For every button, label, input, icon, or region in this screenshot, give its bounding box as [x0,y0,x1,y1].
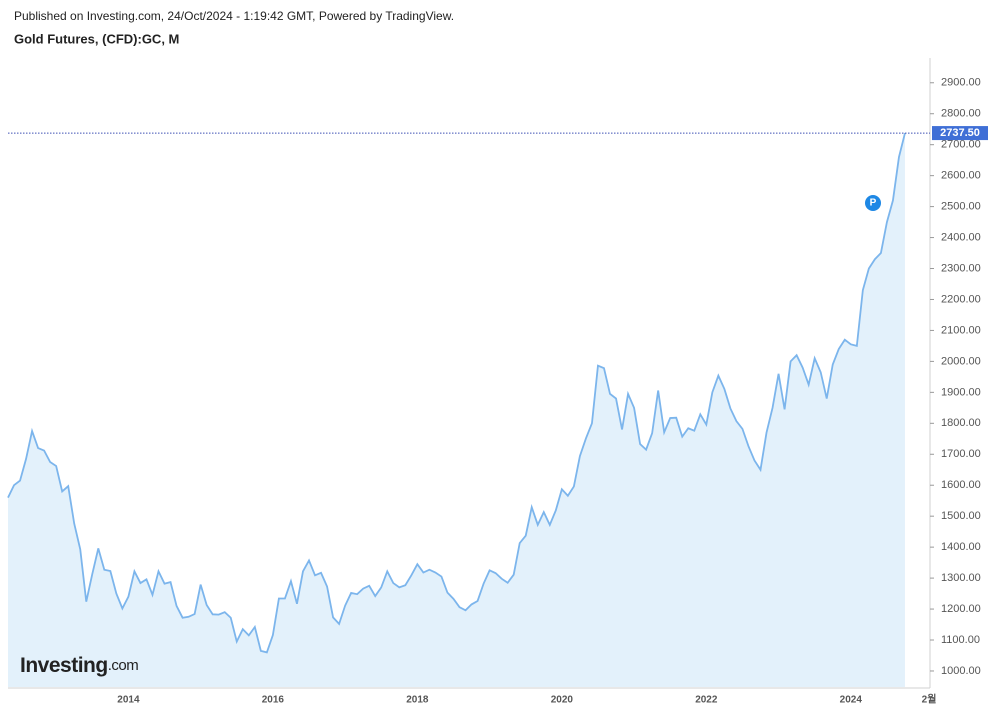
logo: Investing.com [20,654,138,677]
y-tick-label: 2800.00 [941,108,981,120]
y-tick-label: 2600.00 [941,170,981,182]
y-tick-label: 2200.00 [941,293,981,305]
y-tick-label: 1000.00 [941,665,981,677]
y-tick-label: 1100.00 [941,634,980,646]
y-tick-label: 2900.00 [941,77,981,89]
logo-suffix: .com [108,657,139,674]
y-tick-label: 1300.00 [941,572,981,584]
y-tick-label: 1700.00 [941,448,981,460]
last-value-tag [932,126,988,141]
x-tick-label: 2016 [262,695,285,706]
y-tick-label: 2700.00 [941,139,981,151]
event-icon [865,195,881,211]
logo-name: Investing [20,654,108,677]
published-note: Published on Investing.com, 24/Oct/2024 … [14,9,454,23]
last-value-label: 2737.50 [940,127,980,139]
event-icon-label: P [870,198,877,209]
area-fill [8,133,905,687]
x-tick-label: 2020 [551,695,574,706]
y-tick-label: 1400.00 [941,541,981,553]
y-tick-label: 1600.00 [941,479,981,491]
price-line [7,132,906,654]
x-tick-label: 2022 [695,695,718,706]
y-tick-label: 1900.00 [941,386,981,398]
x-tick-label: 2024 [840,695,863,706]
y-tick-label: 1800.00 [941,417,981,429]
y-tick-label: 2000.00 [941,355,981,367]
y-tick-label: 2100.00 [941,324,981,336]
y-tick-label: 2300.00 [941,262,981,274]
instrument-title: Gold Futures, (CFD):GC, M [14,31,179,46]
y-tick-label: 1500.00 [941,510,981,522]
y-tick-label: 2500.00 [941,201,981,213]
x-tick-label: 2014 [117,695,140,706]
y-tick-label: 2400.00 [941,231,981,243]
y-tick-label: 1200.00 [941,603,981,615]
x-tick-label: 2018 [406,695,429,706]
x-tick-label: 2월 [922,694,937,706]
